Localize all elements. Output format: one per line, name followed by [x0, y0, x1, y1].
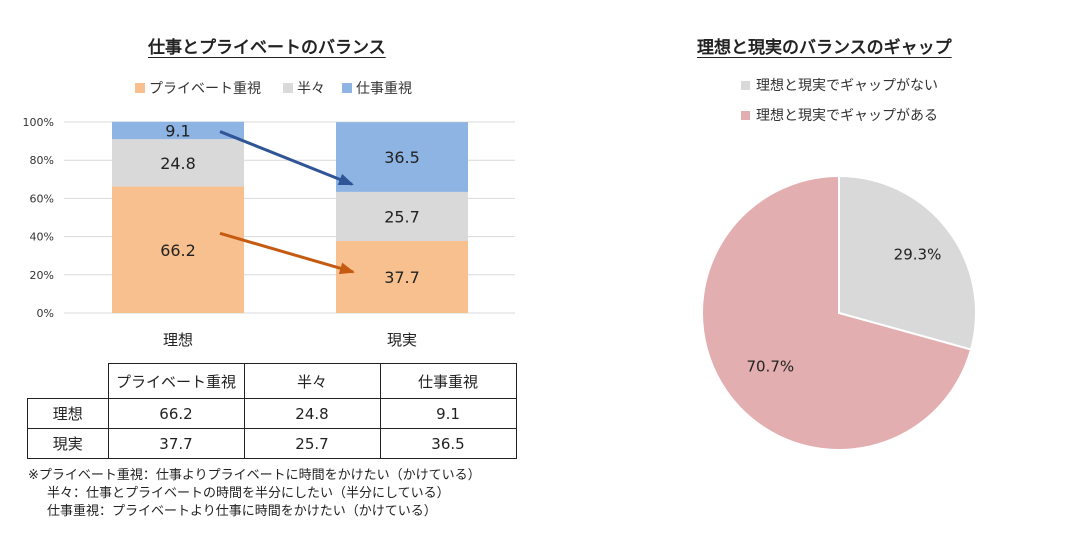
table-cell: 66.2 — [107, 398, 245, 429]
pie-slice — [701, 174, 973, 451]
table-header-row: プライベート重視 半々 仕事重視 — [27, 363, 517, 399]
trend-arrow-blue-head — [337, 173, 354, 186]
legend-label: プライベート重視 — [149, 81, 261, 97]
bar-segment — [112, 139, 244, 187]
data-label: 37.7 — [384, 268, 420, 287]
x-category-label: 現実 — [387, 331, 417, 349]
y-tick-label: 0% — [37, 307, 54, 320]
table-row: 現実 37.7 25.7 36.5 — [27, 428, 517, 459]
y-tick-label: 20% — [30, 269, 54, 282]
data-label: 9.1 — [165, 121, 190, 140]
legend-swatch — [741, 111, 750, 120]
table-cell: 37.7 — [107, 428, 245, 459]
table-row-label: 理想 — [27, 398, 109, 429]
x-category-label: 理想 — [163, 331, 193, 349]
trend-arrow-orange-head — [338, 262, 355, 275]
data-label: 24.8 — [160, 154, 196, 173]
bar-segment — [336, 240, 468, 313]
y-tick-label: 40% — [30, 231, 54, 244]
table-header-cell: 仕事重視 — [379, 363, 517, 399]
data-label: 36.5 — [384, 148, 420, 167]
pie-slice — [838, 174, 977, 351]
bar-segment — [112, 121, 244, 140]
table-row-label: 現実 — [27, 428, 109, 459]
bar-segment — [112, 186, 244, 313]
legend-swatch — [741, 81, 750, 90]
pie-data-label: 70.7% — [746, 357, 794, 375]
trend-arrow-blue — [219, 130, 353, 186]
table-cell: 9.1 — [379, 398, 517, 429]
y-tick-label: 100% — [23, 116, 54, 129]
footnote-line: 半々：仕事とプライベートの時間を半分にしたい（半分にしている） — [47, 486, 450, 501]
legend-swatch — [283, 83, 293, 93]
pie-chart-title: 理想と現実のバランスのギャップ — [697, 38, 952, 58]
legend-label: 半々 — [297, 81, 325, 97]
y-tick-label: 60% — [30, 192, 54, 205]
data-table: プライベート重視 半々 仕事重視 理想 66.2 24.8 9.1 現実 37.… — [27, 363, 517, 459]
table-cell: 25.7 — [243, 428, 381, 459]
y-tick-label: 80% — [30, 154, 54, 167]
legend-swatch — [342, 83, 352, 93]
trend-arrow-orange — [219, 231, 354, 274]
footnotes: ※プライベート重視：仕事よりプライベートに時間をかけたい（かけている） 半々：仕… — [28, 467, 481, 521]
data-label: 66.2 — [160, 241, 196, 260]
table-cell: 36.5 — [379, 428, 517, 459]
table-cell: 24.8 — [243, 398, 381, 429]
bar-segment — [336, 191, 468, 241]
legend-label: 仕事重視 — [356, 81, 412, 97]
footnote-line: ※プライベート重視：仕事よりプライベートに時間をかけたい（かけている） — [28, 468, 481, 483]
footnote-line: 仕事重視：プライベートより仕事に時間をかけたい（かけている） — [47, 504, 437, 519]
data-label: 25.7 — [384, 207, 420, 226]
pie-data-label: 29.3% — [894, 245, 942, 263]
legend-label: 理想と現実でギャップがある — [756, 108, 938, 124]
bar-chart-title: 仕事とプライベートのバランス — [148, 38, 386, 58]
legend-label: 理想と現実でギャップがない — [756, 78, 938, 94]
bar-chart: プライベート重視 半々 仕事重視 0% 20% 40% 60% 80% 100% 66.2 24… — [23, 81, 515, 349]
table-corner-cell — [27, 363, 109, 399]
table-row: 理想 66.2 24.8 9.1 — [27, 398, 517, 429]
legend-swatch — [135, 83, 145, 93]
bar-segment — [336, 122, 468, 192]
table-header-cell: 半々 — [243, 363, 381, 399]
table-header-cell: プライベート重視 — [107, 363, 245, 399]
